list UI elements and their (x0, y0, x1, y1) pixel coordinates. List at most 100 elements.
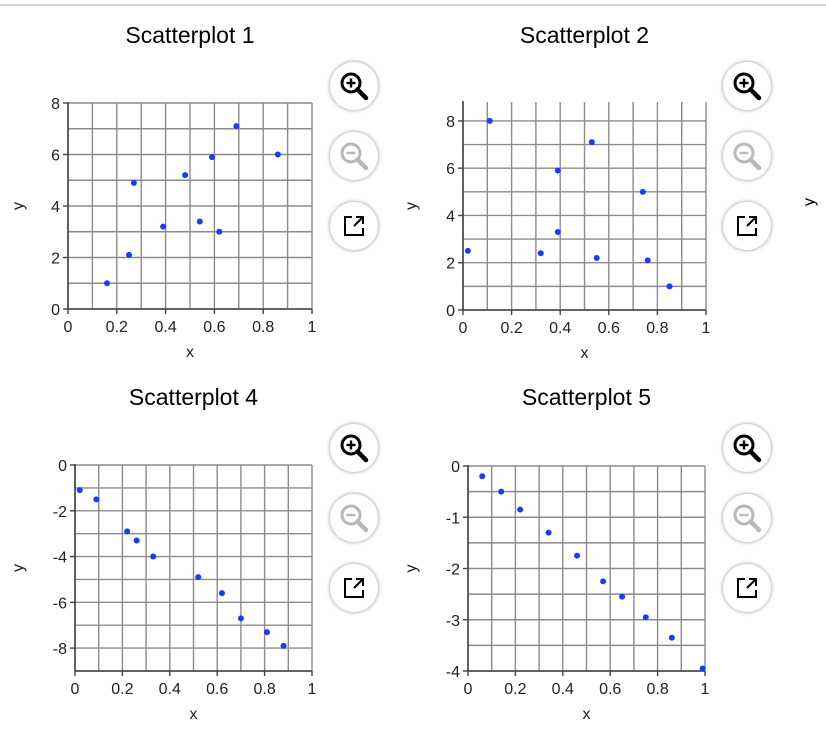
zoom-out-button[interactable] (330, 494, 378, 542)
x-tick-label: 0.8 (253, 681, 275, 698)
popout-button[interactable] (723, 564, 771, 612)
x-tick-label: 0.8 (252, 319, 274, 336)
scatterplot-svg[interactable]: 0 0.2 0.4 0.6 0.8 1 0 -2 -4 -6 -8 x y (0, 362, 395, 732)
zoom-in-icon (340, 72, 369, 101)
x-tick-label: 0 (459, 320, 468, 337)
data-point (126, 251, 132, 258)
data-point (280, 642, 287, 649)
scatterplot-panel-4: Scatterplot 5 0 0.2 0.4 0.6 0.8 1 0 -1 -2 -3 -4 x y (393, 362, 788, 732)
x-axis-label: x (581, 345, 589, 362)
y-axis-label: y (10, 564, 27, 572)
scatterplot-svg[interactable]: 0 0.2 0.4 0.6 0.8 1 0 2 4 6 8 x y (393, 0, 788, 370)
data-point (668, 634, 675, 641)
x-tick-label: 0.2 (106, 319, 128, 336)
data-point (644, 257, 651, 264)
data-point (600, 578, 607, 585)
zoom-in-button[interactable] (330, 62, 378, 110)
data-point (76, 487, 83, 494)
data-point (464, 247, 471, 254)
x-tick-label: 0.2 (111, 681, 133, 698)
data-point (216, 228, 223, 235)
zoom-in-icon (733, 72, 762, 101)
x-tick-label: 0.8 (646, 320, 668, 337)
data-point (588, 139, 595, 146)
y-tick-label: 0 (446, 303, 455, 320)
data-point (104, 280, 111, 287)
data-point (130, 179, 137, 186)
y-tick-label: -8 (53, 641, 67, 658)
y-tick-label: -6 (53, 595, 67, 612)
x-tick-label: 0.4 (552, 681, 574, 698)
x-tick-label: 1 (702, 320, 711, 337)
popout-button[interactable] (330, 564, 378, 612)
zoom-out-icon (340, 142, 369, 171)
x-tick-label: 0.4 (154, 319, 176, 336)
chart-title: Scatterplot 2 (519, 22, 650, 48)
data-point (263, 629, 270, 636)
y-tick-label: -4 (53, 550, 67, 567)
y-tick-label: -2 (446, 562, 460, 579)
scatterplot-svg[interactable]: 0 0.2 0.4 0.6 0.8 1 0 -1 -2 -3 -4 x y (393, 362, 788, 732)
zoom-out-icon (733, 142, 762, 171)
popout-button[interactable] (723, 202, 771, 250)
y-tick-label: 0 (451, 459, 460, 476)
zoom-in-button[interactable] (330, 424, 378, 472)
x-tick-label: 0 (71, 681, 80, 698)
scatterplot-svg[interactable]: 0 0.2 0.4 0.6 0.8 1 0 2 4 6 8 x y (0, 0, 395, 370)
zoom-in-icon (340, 434, 369, 463)
chart-title: Scatterplot 4 (128, 384, 259, 410)
data-point (554, 167, 561, 174)
popout-icon (737, 216, 757, 236)
x-axis-label: x (186, 344, 194, 361)
x-tick-label: 0.6 (206, 681, 228, 698)
chart-title: Scatterplot 1 (125, 22, 255, 48)
partial-next-ylabel: y (801, 198, 818, 206)
data-point (237, 615, 244, 622)
y-tick-label: 4 (446, 208, 455, 225)
scatterplot-panel-3: Scatterplot 4 0 0.2 0.4 0.6 0.8 1 0 -2 -4 -6 -8 x y (0, 362, 395, 732)
data-point (218, 590, 225, 597)
x-tick-label: 1 (308, 319, 317, 336)
top-divider (0, 4, 826, 6)
popout-icon (737, 578, 757, 598)
data-point (133, 537, 140, 544)
x-axis-label: x (583, 706, 591, 723)
y-tick-label: -3 (446, 613, 460, 630)
x-tick-label: 0.8 (646, 681, 668, 698)
data-point (182, 172, 189, 179)
data-point (666, 283, 673, 290)
x-tick-label: 0.2 (504, 681, 526, 698)
data-point (537, 250, 544, 257)
data-point (124, 528, 131, 535)
y-tick-label: 0 (51, 302, 60, 319)
data-point (642, 614, 649, 621)
x-tick-label: 0.6 (598, 320, 620, 337)
y-tick-label: 8 (51, 96, 60, 113)
zoom-out-button[interactable] (723, 132, 771, 180)
y-tick-label: -1 (446, 510, 460, 527)
data-point (486, 117, 493, 124)
x-tick-label: 0 (64, 319, 73, 336)
x-tick-label: 0.2 (500, 320, 522, 337)
zoom-out-icon (733, 504, 762, 533)
chart-title: Scatterplot 5 (521, 384, 652, 410)
zoom-in-icon (733, 434, 762, 463)
data-point (93, 496, 100, 503)
zoom-out-button[interactable] (330, 132, 378, 180)
y-axis-label: y (10, 202, 27, 210)
x-tick-label: 1 (701, 681, 710, 698)
x-tick-label: 0.6 (203, 319, 225, 336)
data-point (150, 553, 157, 560)
y-tick-label: 8 (446, 114, 455, 131)
zoom-in-button[interactable] (723, 424, 771, 472)
data-point (160, 223, 167, 230)
data-point (545, 529, 552, 536)
data-point (233, 123, 240, 130)
zoom-out-button[interactable] (723, 494, 771, 542)
data-point (498, 488, 505, 495)
y-axis-label: y (403, 565, 420, 573)
zoom-in-button[interactable] (723, 62, 771, 110)
data-point (196, 218, 203, 225)
popout-button[interactable] (330, 202, 378, 250)
data-point (274, 151, 281, 158)
